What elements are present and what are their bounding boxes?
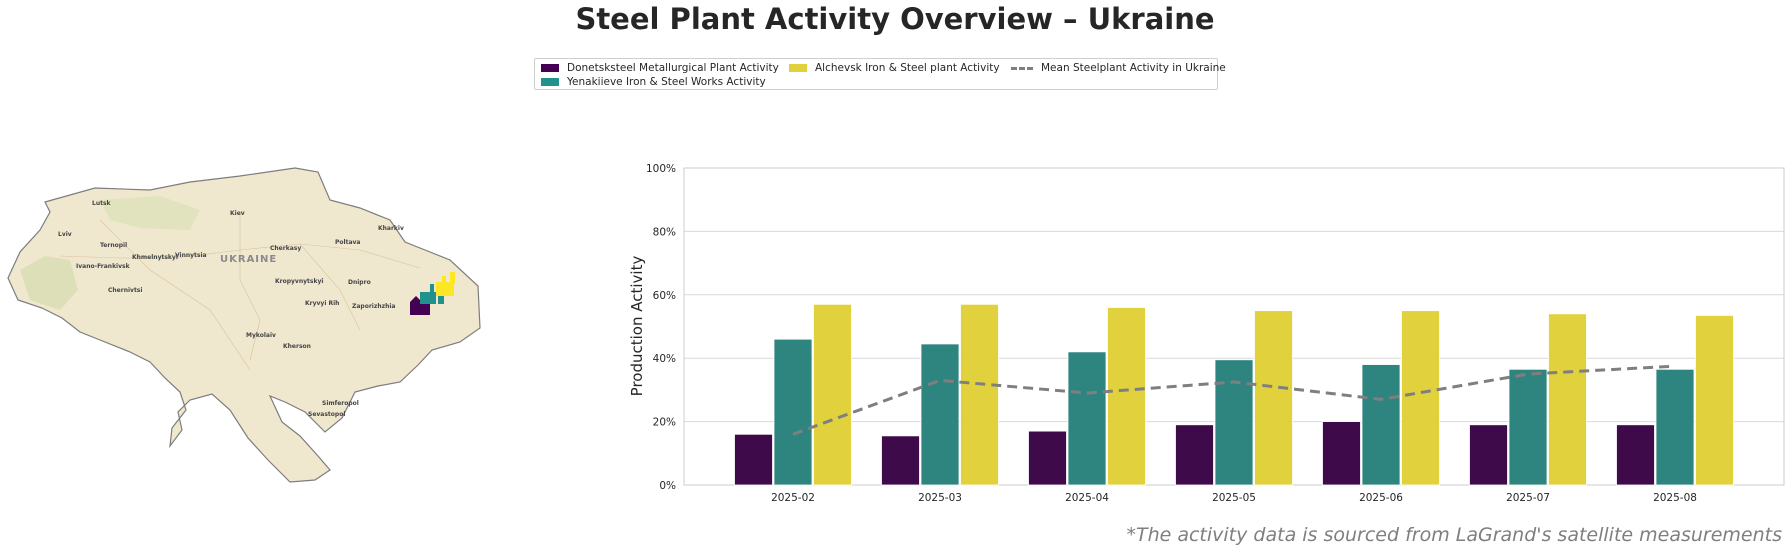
map-country-label: UKRAINE xyxy=(220,254,277,265)
legend-entry-alchevsk: Alchevsk Iron & Steel plant Activity xyxy=(789,61,1000,75)
bar-alchevsk-2025-03 xyxy=(960,303,999,486)
y-axis-ticks: 0% 20% 40% 60% 80% 100% xyxy=(646,163,676,492)
bar-donetsk-2025-02 xyxy=(734,433,773,486)
map-roads xyxy=(59,214,421,371)
map-city-zaporizhzhia: Zaporizhzhia xyxy=(352,303,395,310)
y-axis-label: Production Activity xyxy=(628,256,646,397)
y-tick-label: 40% xyxy=(653,353,676,365)
legend-label-donetsk: Donetsksteel Metallurgical Plant Activit… xyxy=(567,62,779,74)
map-city-chernivtsi: Chernivtsi xyxy=(108,287,142,294)
map-city-kropyvnytskyi: Kropyvnytskyi xyxy=(275,278,323,285)
x-tick-label: 2025-05 xyxy=(1212,492,1256,504)
map-city-dnipro: Dnipro xyxy=(348,279,371,286)
bar-yenakiieve-2025-05 xyxy=(1214,359,1254,486)
bar-donetsk-2025-05 xyxy=(1175,424,1214,486)
map-city-mykolaiv: Mykolaiv xyxy=(246,332,276,339)
map-city-khmelnytskyi: Khmelnytskyi xyxy=(132,254,178,261)
bar-alchevsk-2025-02 xyxy=(813,303,852,486)
x-tick-label: 2025-06 xyxy=(1359,492,1403,504)
x-tick-label: 2025-03 xyxy=(918,492,962,504)
map-city-kharkiv: Kharkiv xyxy=(378,225,404,232)
map-city-simferopol: Simferopol xyxy=(322,400,359,407)
factory-icon-yenakiieve xyxy=(420,284,444,304)
bar-yenakiieve-2025-06 xyxy=(1361,364,1401,486)
map-city-sevastopol: Sevastopol xyxy=(308,411,345,418)
y-tick-label: 100% xyxy=(646,163,676,175)
map-green-region xyxy=(20,256,78,310)
bar-yenakiieve-2025-08 xyxy=(1655,368,1695,486)
map-city-ternopil: Ternopil xyxy=(100,242,127,249)
ukraine-outline xyxy=(7,167,481,483)
bar-yenakiieve-2025-02 xyxy=(773,338,813,486)
y-tick-label: 20% xyxy=(653,417,676,429)
factory-icon-alchevsk xyxy=(436,272,455,296)
bar-alchevsk-2025-08 xyxy=(1695,315,1734,486)
chart-mean-line xyxy=(792,364,1676,436)
x-tick-label: 2025-07 xyxy=(1506,492,1550,504)
y-tick-label: 80% xyxy=(653,226,676,238)
legend-entry-donetsk: Donetsksteel Metallurgical Plant Activit… xyxy=(541,61,779,75)
map-city-poltava: Poltava xyxy=(335,239,360,246)
legend-swatch-yenakiieve xyxy=(541,78,559,86)
bar-yenakiieve-2025-03 xyxy=(920,343,960,486)
map-city-kiev: Kiev xyxy=(230,210,245,217)
bar-alchevsk-2025-07 xyxy=(1548,313,1587,486)
y-tick-label: 60% xyxy=(653,290,676,302)
map-city-lutsk: Lutsk xyxy=(92,200,112,207)
map-city-kryvyi-rih: Kryvyi Rih xyxy=(305,300,339,307)
bar-alchevsk-2025-06 xyxy=(1401,310,1440,486)
bar-donetsk-2025-04 xyxy=(1028,430,1067,486)
map-green-region-north xyxy=(100,196,200,230)
mean-activity-line xyxy=(792,364,1676,436)
legend-label-yenakiieve: Yenakiieve Iron & Steel Works Activity xyxy=(567,76,766,88)
bar-alchevsk-2025-04 xyxy=(1107,307,1146,486)
map-city-vinnytsia: Vinnytsia xyxy=(175,252,207,259)
bar-donetsk-2025-08 xyxy=(1616,424,1655,486)
map-city-cherkasy: Cherkasy xyxy=(270,245,301,252)
bar-yenakiieve-2025-07 xyxy=(1508,368,1548,486)
bar-donetsk-2025-06 xyxy=(1322,421,1361,486)
legend-label-mean: Mean Steelplant Activity in Ukraine xyxy=(1041,62,1226,74)
bar-donetsk-2025-03 xyxy=(881,435,920,486)
chart-legend: Donetsksteel Metallurgical Plant Activit… xyxy=(534,58,1226,90)
x-axis-ticks: 2025-02 2025-03 2025-04 2025-05 2025-06 2025-… xyxy=(771,492,1697,504)
x-tick-label: 2025-02 xyxy=(771,492,815,504)
bar-donetsk-2025-07 xyxy=(1469,424,1508,486)
legend-swatch-donetsk xyxy=(541,64,559,72)
legend-dash-mean xyxy=(1011,66,1033,70)
legend-label-alchevsk: Alchevsk Iron & Steel plant Activity xyxy=(815,62,1000,74)
footnote: *The activity data is sourced from LaGra… xyxy=(1126,524,1782,546)
legend-swatch-alchevsk xyxy=(789,64,807,72)
x-tick-label: 2025-04 xyxy=(1065,492,1109,504)
bar-yenakiieve-2025-04 xyxy=(1067,351,1107,486)
map-city-kherson: Kherson xyxy=(283,343,311,350)
x-tick-label: 2025-08 xyxy=(1653,492,1697,504)
map-city-lviv: Lviv xyxy=(58,231,72,238)
legend-entry-mean: Mean Steelplant Activity in Ukraine xyxy=(1011,61,1226,75)
chart-bars xyxy=(734,303,1734,486)
legend-entry-yenakiieve: Yenakiieve Iron & Steel Works Activity xyxy=(541,75,766,89)
bar-alchevsk-2025-05 xyxy=(1254,310,1293,486)
page-title: Steel Plant Activity Overview – Ukraine xyxy=(575,2,1215,36)
map-city-ivano-frankivsk: Ivano-Frankivsk xyxy=(76,263,131,270)
y-tick-label: 0% xyxy=(659,480,676,492)
ukraine-map: Lutsk Kiev Kharkiv Lviv Ternopil Cherkas… xyxy=(7,167,481,483)
